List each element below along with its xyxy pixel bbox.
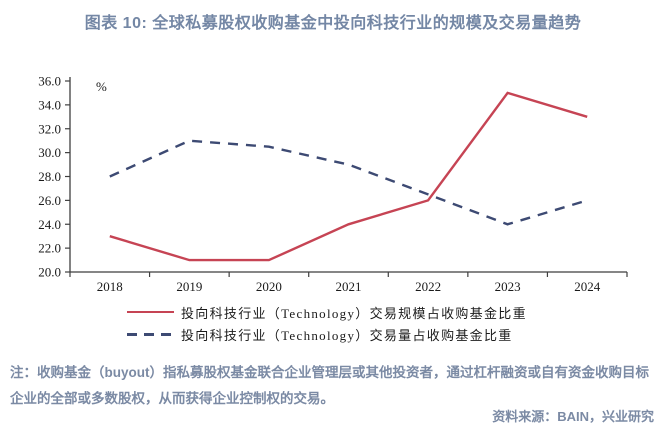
legend-item-deal-value: 投向科技行业（Technology）交易规模占收购基金比重 [127,301,527,323]
axes [69,77,627,273]
y-axis-tick-label: 32.0 [38,121,61,136]
y-axis-tick-label: 22.0 [38,241,61,256]
x-axis-label: 2021 [336,279,362,294]
y-axis-unit-label: % [96,79,107,94]
x-axis-label: 2020 [256,279,282,294]
y-axis-tick-label: 26.0 [38,193,61,208]
legend-label-deal-value: 投向科技行业（Technology）交易规模占收购基金比重 [181,305,527,321]
y-axis-tick-label: 20.0 [38,265,61,280]
footnote: 注：收购基金（buyout）指私募股权基金联合企业管理层或其他投资者，通过杠杆融… [10,365,649,406]
line-chart: 20.0 22.0 24.0 26.0 28.0 30.0 32.0 34.0 36.0 2018… [38,74,628,294]
x-axis-label: 2024 [574,279,601,294]
y-axis-tick-label: 36.0 [38,74,61,89]
y-axis-tick-label: 28.0 [38,169,61,184]
x-axis-label: 2019 [176,279,202,294]
x-axis-label: 2018 [97,279,123,294]
legend-label-deal-count: 投向科技行业（Technology）交易量占收购基金比重 [181,327,513,343]
x-axis-label: 2022 [415,279,441,294]
chart-title: 图表 10: 全球私募股权收购基金中投向科技行业的规模及交易量趋势 [84,15,582,32]
series-line-deal-value [109,91,588,262]
y-axis-tick-label: 24.0 [38,217,61,232]
series-line-deal-count [109,139,588,226]
chart-legend: 投向科技行业（Technology）交易规模占收购基金比重 投向科技行业（Tec… [127,301,527,345]
y-axis-tick-label: 30.0 [38,145,61,160]
solid-line-marker-icon [127,310,174,314]
x-axis-label: 2023 [495,279,521,294]
data-source: 资料来源：BAIN，兴业研究 [492,409,654,424]
y-axis-tick-label: 34.0 [38,97,61,112]
dashed-line-marker-icon [127,332,174,336]
legend-item-deal-count: 投向科技行业（Technology）交易量占收购基金比重 [127,323,527,345]
